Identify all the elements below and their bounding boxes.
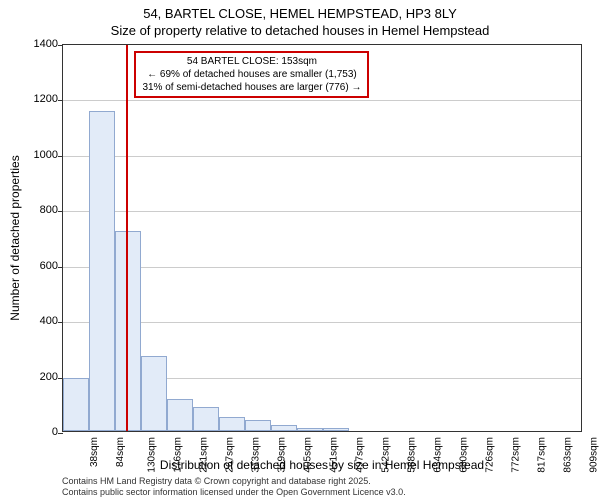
x-axis-label: Distribution of detached houses by size …: [62, 458, 582, 472]
ytick-label: 200: [18, 371, 58, 383]
histogram-bar: [219, 417, 245, 431]
ytick-mark: [58, 267, 63, 268]
xtick-label: 313sqm: [251, 437, 262, 473]
ytick-label: 0: [18, 426, 58, 438]
chart-container: 54, BARTEL CLOSE, HEMEL HEMPSTEAD, HP3 8…: [0, 0, 600, 500]
histogram-bar: [167, 399, 193, 431]
ytick-mark: [58, 211, 63, 212]
xtick-label: 634sqm: [433, 437, 444, 473]
y-axis-label: Number of detached properties: [8, 155, 22, 320]
xtick-label: 909sqm: [589, 437, 600, 473]
marker-callout: 54 BARTEL CLOSE: 153sqm← 69% of detached…: [134, 51, 369, 98]
histogram-bar: [63, 378, 89, 431]
callout-line: 31% of semi-detached houses are larger (…: [142, 81, 361, 94]
chart-title-sub: Size of property relative to detached ho…: [0, 21, 600, 38]
ytick-label: 600: [18, 260, 58, 272]
histogram-bar: [193, 407, 219, 431]
histogram-bar: [297, 428, 323, 431]
xtick-label: 680sqm: [459, 437, 470, 473]
gridline: [63, 156, 581, 157]
xtick-label: 588sqm: [407, 437, 418, 473]
histogram-bar: [245, 420, 271, 431]
ytick-label: 1400: [18, 38, 58, 50]
histogram-bar: [89, 111, 115, 431]
ytick-label: 800: [18, 204, 58, 216]
histogram-bar: [271, 425, 297, 431]
ytick-label: 400: [18, 315, 58, 327]
ytick-label: 1200: [18, 93, 58, 105]
xtick-label: 38sqm: [89, 437, 100, 467]
ytick-mark: [58, 100, 63, 101]
xtick-label: 221sqm: [199, 437, 210, 473]
xtick-label: 267sqm: [225, 437, 236, 473]
xtick-label: 130sqm: [147, 437, 158, 473]
xtick-label: 497sqm: [355, 437, 366, 473]
xtick-label: 84sqm: [115, 437, 126, 467]
chart-title-main: 54, BARTEL CLOSE, HEMEL HEMPSTEAD, HP3 8…: [0, 0, 600, 21]
histogram-bar: [141, 356, 167, 431]
footer-attribution: Contains HM Land Registry data © Crown c…: [62, 476, 406, 498]
footer-line-2: Contains public sector information licen…: [62, 487, 406, 498]
xtick-label: 451sqm: [329, 437, 340, 473]
plot-area: 54 BARTEL CLOSE: 153sqm← 69% of detached…: [62, 44, 582, 432]
callout-line: 54 BARTEL CLOSE: 153sqm: [142, 55, 361, 68]
xtick-label: 772sqm: [511, 437, 522, 473]
gridline: [63, 211, 581, 212]
xtick-label: 863sqm: [563, 437, 574, 473]
xtick-label: 726sqm: [485, 437, 496, 473]
ytick-mark: [58, 433, 63, 434]
xtick-label: 176sqm: [173, 437, 184, 473]
callout-line: ← 69% of detached houses are smaller (1,…: [142, 68, 361, 81]
ytick-label: 1000: [18, 149, 58, 161]
xtick-label: 405sqm: [303, 437, 314, 473]
footer-line-1: Contains HM Land Registry data © Crown c…: [62, 476, 406, 487]
xtick-label: 542sqm: [381, 437, 392, 473]
xtick-label: 359sqm: [277, 437, 288, 473]
marker-line: [126, 45, 128, 431]
gridline: [63, 100, 581, 101]
xtick-label: 817sqm: [537, 437, 548, 473]
ytick-mark: [58, 45, 63, 46]
histogram-bar: [323, 428, 349, 431]
ytick-mark: [58, 156, 63, 157]
ytick-mark: [58, 322, 63, 323]
